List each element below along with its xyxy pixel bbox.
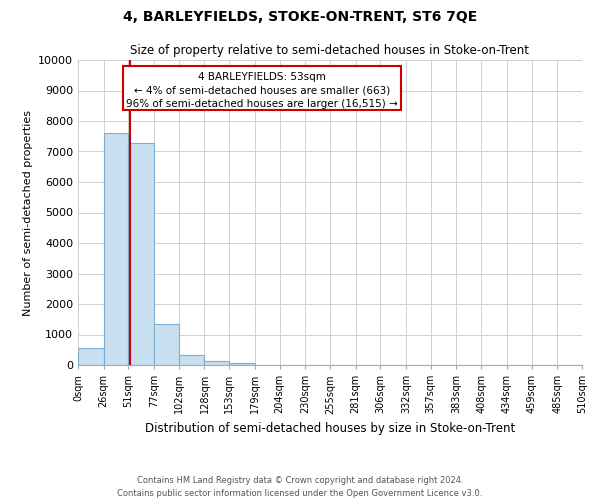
Text: 96% of semi-detached houses are larger (16,515) →: 96% of semi-detached houses are larger (…	[126, 98, 398, 108]
Bar	[229, 362, 255, 365]
X-axis label: Distribution of semi-detached houses by size in Stoke-on-Trent: Distribution of semi-detached houses by …	[145, 422, 515, 435]
Title: Size of property relative to semi-detached houses in Stoke-on-Trent: Size of property relative to semi-detach…	[131, 44, 530, 58]
Bar	[205, 361, 229, 365]
Bar	[78, 348, 104, 365]
Bar	[154, 324, 179, 365]
FancyBboxPatch shape	[124, 66, 401, 110]
Text: 4 BARLEYFIELDS: 53sqm: 4 BARLEYFIELDS: 53sqm	[198, 72, 326, 82]
Text: 4, BARLEYFIELDS, STOKE-ON-TRENT, ST6 7QE: 4, BARLEYFIELDS, STOKE-ON-TRENT, ST6 7QE	[123, 10, 477, 24]
Bar	[179, 354, 205, 365]
Text: Contains HM Land Registry data © Crown copyright and database right 2024.
Contai: Contains HM Land Registry data © Crown c…	[118, 476, 482, 498]
Text: ← 4% of semi-detached houses are smaller (663): ← 4% of semi-detached houses are smaller…	[134, 86, 390, 96]
Y-axis label: Number of semi-detached properties: Number of semi-detached properties	[23, 110, 32, 316]
Bar	[104, 132, 128, 365]
Bar	[128, 143, 154, 365]
